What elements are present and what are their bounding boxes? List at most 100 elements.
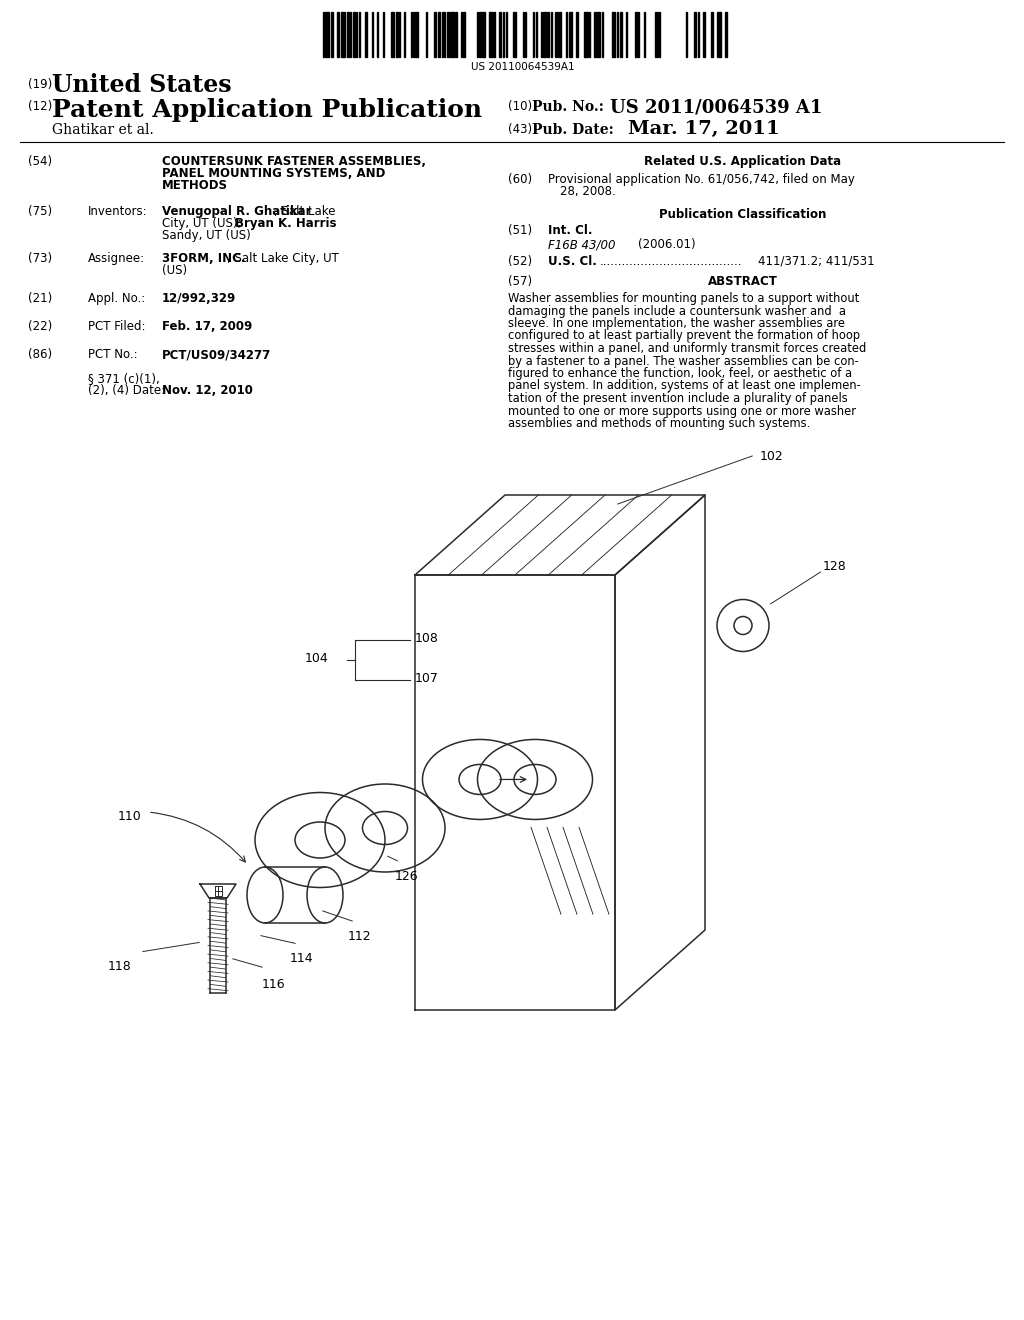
Text: , Salt Lake: , Salt Lake — [274, 205, 336, 218]
Text: (57): (57) — [508, 275, 532, 288]
Text: Inventors:: Inventors: — [88, 205, 147, 218]
Text: , Salt Lake City, UT: , Salt Lake City, UT — [227, 252, 339, 265]
Text: configured to at least partially prevent the formation of hoop: configured to at least partially prevent… — [508, 330, 860, 342]
Text: § 371 (c)(1),: § 371 (c)(1), — [88, 372, 160, 385]
Bar — [434, 12, 436, 57]
Bar — [559, 12, 561, 57]
Text: (19): (19) — [28, 78, 52, 91]
Bar — [450, 12, 454, 57]
Text: (43): (43) — [508, 123, 532, 136]
Text: PANEL MOUNTING SYSTEMS, AND: PANEL MOUNTING SYSTEMS, AND — [162, 168, 385, 180]
Text: (22): (22) — [28, 319, 52, 333]
Text: Ghatikar et al.: Ghatikar et al. — [52, 123, 154, 137]
Text: PCT No.:: PCT No.: — [88, 348, 137, 360]
Text: PCT Filed:: PCT Filed: — [88, 319, 145, 333]
Text: (US): (US) — [162, 264, 187, 277]
Text: Pub. No.:: Pub. No.: — [532, 100, 604, 114]
Text: U.S. Cl.: U.S. Cl. — [548, 255, 597, 268]
Text: (2006.01): (2006.01) — [638, 238, 695, 251]
Text: Bryan K. Harris: Bryan K. Harris — [234, 216, 337, 230]
Bar — [493, 12, 495, 57]
Text: Washer assemblies for mounting panels to a support without: Washer assemblies for mounting panels to… — [508, 292, 859, 305]
Text: 411/371.2; 411/531: 411/371.2; 411/531 — [758, 255, 874, 268]
Text: ABSTRACT: ABSTRACT — [708, 275, 778, 288]
Bar — [717, 12, 721, 57]
Text: 102: 102 — [760, 450, 783, 463]
Text: 112: 112 — [348, 931, 372, 942]
Text: United States: United States — [52, 73, 231, 96]
Text: COUNTERSUNK FASTENER ASSEMBLIES,: COUNTERSUNK FASTENER ASSEMBLIES, — [162, 154, 426, 168]
Text: Assignee:: Assignee: — [88, 252, 145, 265]
Bar — [331, 12, 333, 57]
Text: damaging the panels include a countersunk washer and  a: damaging the panels include a countersun… — [508, 305, 846, 318]
Text: (54): (54) — [28, 154, 52, 168]
Text: 3FORM, INC.: 3FORM, INC. — [162, 252, 246, 265]
Bar — [463, 12, 465, 57]
Bar — [365, 12, 367, 57]
Text: (75): (75) — [28, 205, 52, 218]
Bar — [447, 12, 449, 57]
Bar — [415, 12, 418, 57]
Text: METHODS: METHODS — [162, 180, 228, 191]
Text: sleeve. In one implementation, the washer assemblies are: sleeve. In one implementation, the washe… — [508, 317, 845, 330]
Bar — [584, 12, 588, 57]
Bar — [479, 12, 481, 57]
Text: by a fastener to a panel. The washer assemblies can be con-: by a fastener to a panel. The washer ass… — [508, 355, 859, 367]
Bar — [325, 12, 329, 57]
Text: (12): (12) — [28, 100, 52, 114]
Bar — [347, 12, 349, 57]
Text: 12/992,329: 12/992,329 — [162, 292, 237, 305]
Text: US 20110064539A1: US 20110064539A1 — [471, 62, 574, 73]
Text: (51): (51) — [508, 224, 532, 238]
Bar — [594, 12, 596, 57]
Text: figured to enhance the function, look, feel, or aesthetic of a: figured to enhance the function, look, f… — [508, 367, 852, 380]
Text: ......................................: ...................................... — [600, 255, 742, 268]
Bar — [694, 12, 696, 57]
Text: Sandy, UT (US): Sandy, UT (US) — [162, 228, 251, 242]
Text: Publication Classification: Publication Classification — [659, 209, 826, 220]
Text: mounted to one or more supports using one or more washer: mounted to one or more supports using on… — [508, 404, 856, 417]
Text: 116: 116 — [262, 978, 286, 991]
Text: Int. Cl.: Int. Cl. — [548, 224, 593, 238]
Text: (60): (60) — [508, 173, 532, 186]
Text: 114: 114 — [290, 952, 313, 965]
Text: 110: 110 — [118, 810, 141, 822]
Bar — [396, 12, 398, 57]
Bar — [635, 12, 637, 57]
Text: 107: 107 — [415, 672, 439, 685]
Text: Patent Application Publication: Patent Application Publication — [52, 98, 482, 121]
Bar — [703, 12, 705, 57]
Text: stresses within a panel, and uniformly transmit forces created: stresses within a panel, and uniformly t… — [508, 342, 866, 355]
Text: Feb. 17, 2009: Feb. 17, 2009 — [162, 319, 252, 333]
Text: PCT/US09/34277: PCT/US09/34277 — [162, 348, 271, 360]
Text: Provisional application No. 61/056,742, filed on May: Provisional application No. 61/056,742, … — [548, 173, 855, 186]
Bar — [353, 12, 355, 57]
Text: US 2011/0064539 A1: US 2011/0064539 A1 — [610, 98, 822, 116]
Bar — [337, 12, 339, 57]
Bar — [341, 12, 345, 57]
Text: (10): (10) — [508, 100, 532, 114]
Text: (52): (52) — [508, 255, 532, 268]
Bar — [455, 12, 457, 57]
Bar — [547, 12, 549, 57]
Text: 28, 2008.: 28, 2008. — [560, 185, 615, 198]
Text: Mar. 17, 2011: Mar. 17, 2011 — [628, 120, 779, 139]
Text: (86): (86) — [28, 348, 52, 360]
Text: 118: 118 — [108, 960, 132, 973]
Text: 104: 104 — [305, 652, 329, 665]
Text: Appl. No.:: Appl. No.: — [88, 292, 145, 305]
Text: 108: 108 — [415, 632, 439, 645]
Bar — [438, 12, 440, 57]
Bar — [575, 12, 578, 57]
Bar — [597, 12, 600, 57]
Bar — [499, 12, 501, 57]
Text: (21): (21) — [28, 292, 52, 305]
Bar — [513, 12, 516, 57]
Bar — [711, 12, 713, 57]
Bar — [620, 12, 622, 57]
Bar — [725, 12, 727, 57]
Text: Nov. 12, 2010: Nov. 12, 2010 — [162, 384, 253, 397]
Bar — [489, 12, 492, 57]
Text: panel system. In addition, systems of at least one implemen-: panel system. In addition, systems of at… — [508, 380, 861, 392]
Text: Related U.S. Application Data: Related U.S. Application Data — [644, 154, 842, 168]
